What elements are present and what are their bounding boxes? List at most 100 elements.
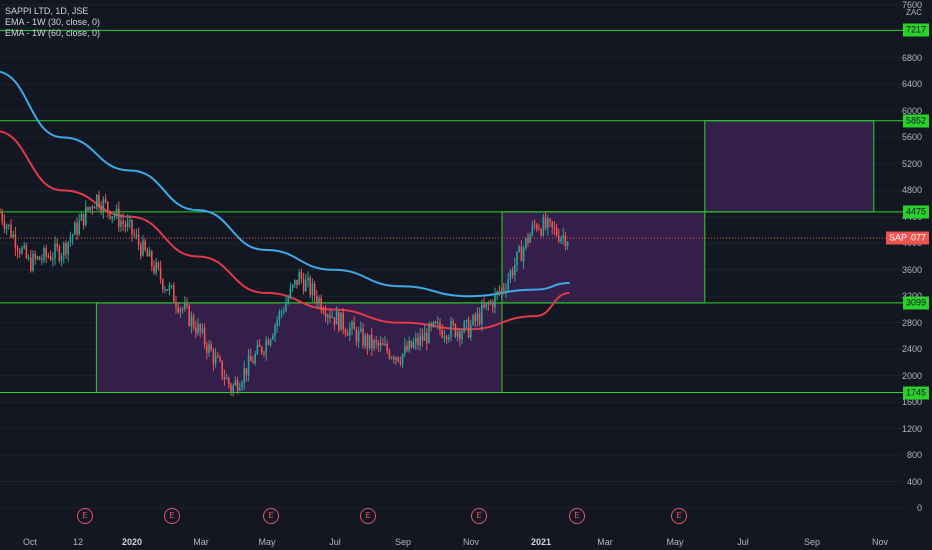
- candle-body: [82, 213, 85, 226]
- candle-body: [137, 234, 140, 245]
- candle-body: [386, 343, 388, 352]
- candle-body: [542, 217, 545, 236]
- candle-body: [305, 280, 307, 292]
- candle-body: [382, 342, 384, 346]
- candle-body: [124, 223, 127, 228]
- earnings-event-icon[interactable]: E: [263, 508, 279, 524]
- candle-body: [489, 301, 492, 304]
- candle-body: [296, 279, 298, 285]
- x-tick-label: Oct: [22, 537, 38, 547]
- candle-body: [309, 277, 311, 295]
- earnings-event-icon[interactable]: E: [569, 508, 585, 524]
- candle-body: [45, 248, 47, 257]
- x-tick-label: Jul: [737, 537, 749, 547]
- candle-body: [401, 354, 404, 364]
- candle-body: [170, 285, 173, 287]
- candle-body: [412, 342, 415, 348]
- earnings-event-icon[interactable]: E: [164, 508, 180, 524]
- candle-body: [89, 206, 91, 211]
- candle-body: [476, 313, 479, 321]
- candle-body: [351, 322, 353, 328]
- candle-body: [175, 301, 177, 307]
- candle-body: [531, 224, 534, 235]
- candle-body: [201, 328, 204, 332]
- x-tick-label: Mar: [193, 537, 209, 547]
- candle-body: [481, 304, 483, 324]
- candle-body: [157, 262, 160, 268]
- candle-body: [452, 321, 454, 325]
- candle-body: [140, 244, 142, 256]
- candle-body: [65, 243, 67, 255]
- candle-body: [395, 357, 397, 360]
- candle-body: [208, 344, 210, 353]
- candle-body: [509, 270, 512, 280]
- candle-body: [131, 219, 133, 235]
- candle-body: [126, 221, 129, 228]
- candle-body: [283, 311, 285, 313]
- candle-body: [111, 216, 113, 219]
- candle-body: [364, 335, 366, 347]
- candle-body: [371, 334, 373, 349]
- y-tick-label: 5600: [901, 132, 922, 143]
- y-tick-label: 3600: [901, 264, 922, 275]
- candle-body: [417, 338, 419, 346]
- candle-body: [357, 330, 360, 342]
- level-badge: 3099: [902, 296, 929, 310]
- candle-body: [340, 312, 342, 331]
- candle-body: [120, 221, 122, 227]
- candle-body: [496, 291, 498, 294]
- candle-body: [56, 243, 58, 248]
- candle-body: [192, 316, 195, 328]
- candle-body: [410, 340, 413, 348]
- earnings-event-icon[interactable]: E: [471, 508, 487, 524]
- candle-body: [69, 238, 72, 243]
- candle-body: [423, 332, 426, 341]
- candle-body: [538, 229, 540, 231]
- candle-body: [76, 222, 78, 235]
- candle-body: [36, 256, 39, 259]
- candle-body: [478, 313, 481, 324]
- candle-body: [239, 387, 241, 391]
- earnings-event-icon[interactable]: E: [77, 508, 93, 524]
- candle-body: [558, 235, 560, 242]
- candle-body: [525, 237, 527, 248]
- candle-body: [181, 308, 184, 310]
- candle-body: [173, 285, 175, 302]
- candle-body: [467, 319, 470, 338]
- candle-body: [511, 270, 514, 276]
- y-tick-label: 4800: [901, 185, 922, 196]
- symbol-badge: SAP: [886, 231, 911, 245]
- level-badge: 7217: [902, 23, 929, 37]
- candle-body: [448, 336, 450, 340]
- candle-body: [415, 338, 417, 343]
- y-tick-label: 0: [916, 503, 922, 513]
- candle-body: [27, 257, 30, 259]
- candle-body: [146, 250, 149, 257]
- candle-body: [32, 253, 34, 271]
- candle-body: [179, 308, 182, 312]
- candle-body: [144, 240, 146, 251]
- candle-body: [245, 368, 248, 376]
- candle-body: [23, 245, 25, 248]
- candle-body: [122, 221, 124, 224]
- candle-body: [311, 283, 314, 295]
- candle-body: [274, 325, 276, 336]
- earnings-event-icon[interactable]: E: [360, 508, 376, 524]
- ema60-legend[interactable]: EMA - 1W (60, close, 0): [5, 28, 101, 38]
- candle-body: [349, 327, 351, 336]
- symbol-title[interactable]: SAPPI LTD, 1D, JSE: [5, 6, 89, 16]
- candle-body: [463, 321, 465, 333]
- candle-body: [269, 339, 272, 345]
- candle-body: [280, 311, 283, 313]
- earnings-event-icon[interactable]: E: [671, 508, 687, 524]
- candle-body: [547, 218, 549, 229]
- ema30-legend[interactable]: EMA - 1W (30, close, 0): [5, 17, 101, 27]
- candle-body: [159, 267, 162, 280]
- candle-body: [485, 303, 487, 308]
- candle-body: [19, 250, 21, 254]
- y-tick-label: 1200: [901, 423, 922, 434]
- candle-body: [551, 221, 553, 228]
- candle-body: [100, 207, 102, 212]
